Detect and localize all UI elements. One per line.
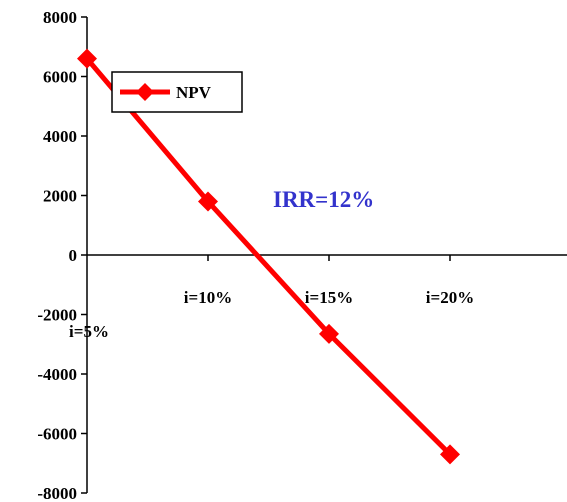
x-axis-categories: i=5% i=10% i=15% i=20% <box>69 255 474 341</box>
npv-data-point <box>77 48 97 69</box>
y-axis-ticks: 8000 6000 4000 2000 0 -2000 -4000 -6000 -8000 <box>37 8 87 502</box>
y-tick-label: 2000 <box>43 187 77 206</box>
legend-label: NPV <box>176 83 212 102</box>
npv-data-point <box>198 191 218 212</box>
x-category-label: i=5% <box>69 322 109 341</box>
x-category-label: i=10% <box>184 288 232 307</box>
npv-data-point <box>440 444 460 465</box>
y-tick-label: 4000 <box>43 127 77 146</box>
y-tick-label: -6000 <box>37 425 77 444</box>
x-category-label: i=20% <box>426 288 474 307</box>
y-tick-label: 0 <box>69 246 78 265</box>
x-category-label: i=15% <box>305 288 353 307</box>
irr-annotation: IRR=12% <box>273 187 374 212</box>
y-tick-label: -8000 <box>37 484 77 502</box>
legend-marker <box>136 83 154 101</box>
legend: NPV <box>111 71 243 113</box>
npv-data-point <box>319 323 339 344</box>
y-tick-label: 6000 <box>43 68 77 87</box>
npv-series-line <box>85 57 452 457</box>
y-tick-label: -2000 <box>37 306 77 325</box>
y-tick-label: -4000 <box>37 365 77 384</box>
series-layer <box>77 48 460 465</box>
y-tick-label: 8000 <box>43 8 77 27</box>
